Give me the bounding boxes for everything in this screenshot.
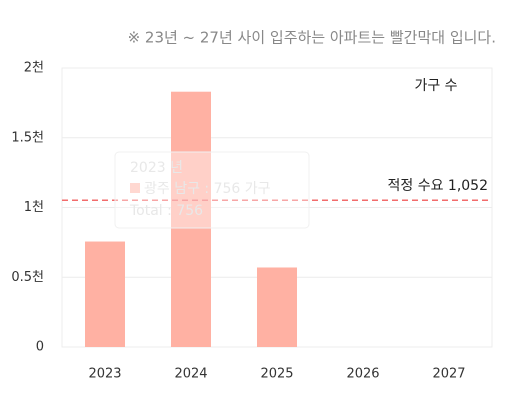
- tooltip-total: Total : 756: [129, 203, 203, 219]
- chart-title: ※ 23년 ~ 27년 사이 입주하는 아파트는 빨간막대 입니다.: [128, 29, 496, 47]
- y-tick-label: 1.5천: [11, 130, 44, 145]
- bar: [85, 241, 125, 347]
- x-tick-label: 2026: [346, 367, 379, 382]
- y-tick-label: 1천: [24, 200, 44, 215]
- tooltip-box: [114, 151, 310, 229]
- y-tick-label: 0.5천: [11, 270, 44, 285]
- bar: [257, 267, 297, 347]
- legend-label: 가구 수: [414, 78, 457, 94]
- y-tick-label: 0: [36, 340, 44, 355]
- bar: [171, 91, 211, 347]
- y-tick-label: 2천: [24, 61, 44, 76]
- x-tick-label: 2024: [174, 367, 207, 382]
- x-tick-label: 2027: [432, 367, 465, 382]
- reference-label: 적정 수요 1,052: [388, 178, 489, 194]
- tooltip-label: 광주 남구 : 756 가구: [144, 181, 271, 197]
- x-tick-label: 2023: [88, 367, 121, 382]
- tooltip-title: 2023 년: [130, 160, 183, 176]
- x-tick-label: 2025: [260, 367, 293, 382]
- tooltip-swatch: [130, 183, 140, 193]
